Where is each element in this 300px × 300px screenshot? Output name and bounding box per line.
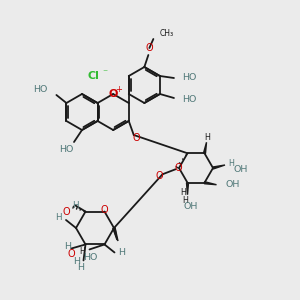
Text: O: O [62, 207, 70, 217]
Text: H: H [64, 242, 71, 251]
Text: HO: HO [33, 85, 47, 94]
Text: O: O [156, 171, 163, 181]
Text: CH₃: CH₃ [159, 29, 173, 38]
Text: Cl: Cl [87, 71, 99, 81]
Text: ⁻: ⁻ [103, 68, 108, 78]
Polygon shape [204, 182, 217, 185]
Text: H: H [72, 202, 78, 211]
Text: O: O [133, 133, 141, 143]
Text: HO: HO [83, 253, 98, 262]
Text: HO: HO [182, 74, 196, 82]
Polygon shape [187, 183, 188, 195]
Text: O: O [146, 43, 153, 53]
Text: H: H [118, 248, 125, 257]
Text: H: H [228, 158, 234, 167]
Text: HO: HO [182, 94, 196, 103]
Polygon shape [113, 228, 117, 240]
Text: H: H [73, 257, 80, 266]
Text: +: + [115, 85, 122, 94]
Text: OH: OH [183, 202, 198, 211]
Text: H: H [205, 133, 210, 142]
Text: H: H [181, 188, 186, 197]
Text: H: H [80, 247, 85, 256]
Text: O: O [174, 163, 182, 173]
Polygon shape [203, 142, 206, 154]
Text: H: H [183, 196, 188, 205]
Text: OH: OH [226, 180, 240, 189]
Text: O: O [109, 89, 118, 99]
Text: O: O [101, 205, 108, 214]
Text: H: H [55, 214, 61, 223]
Text: O: O [68, 250, 75, 260]
Text: HO: HO [59, 146, 73, 154]
Polygon shape [113, 228, 118, 241]
Text: OH: OH [233, 166, 247, 175]
Polygon shape [213, 165, 225, 169]
Text: H: H [77, 263, 84, 272]
